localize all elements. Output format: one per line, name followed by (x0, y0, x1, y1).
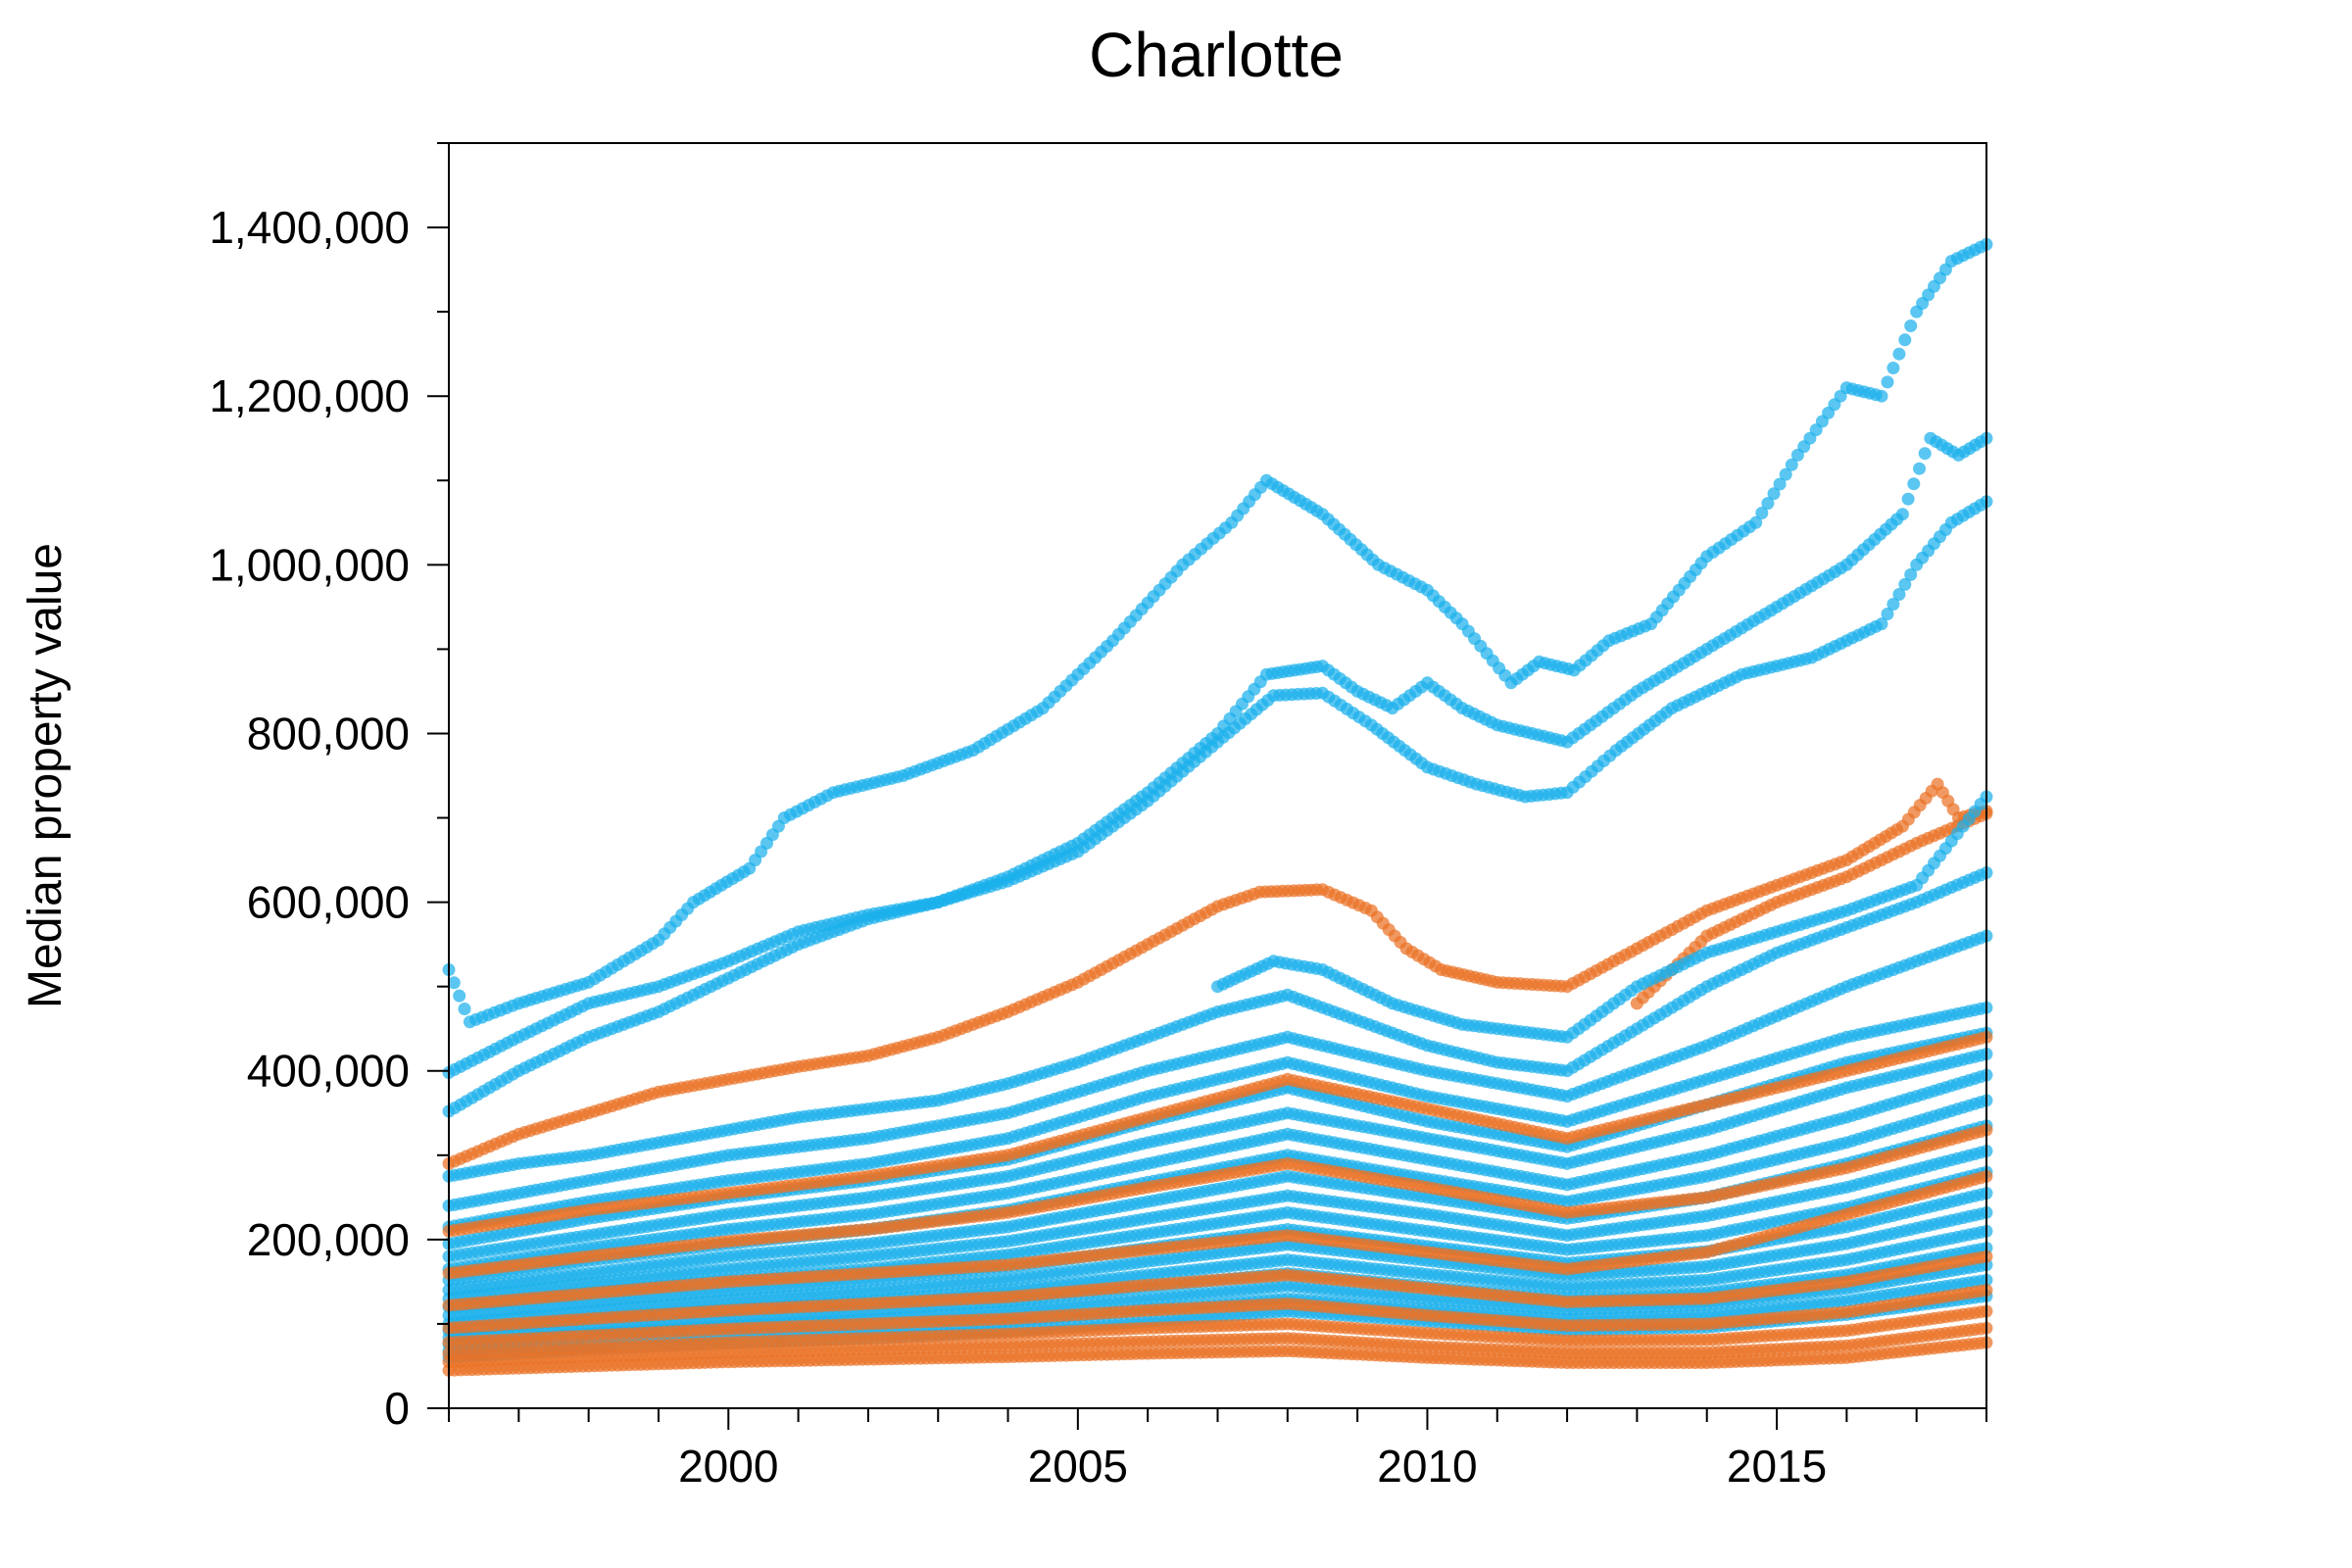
data-point (1749, 515, 1763, 529)
data-point (1898, 577, 1912, 591)
series-0-blue (442, 237, 1993, 1029)
chart-title: Charlotte (1089, 20, 1344, 90)
data-point (1892, 347, 1906, 361)
data-points-layer (442, 237, 1993, 1377)
data-point (1918, 447, 1932, 461)
data-point (1892, 588, 1906, 601)
data-point (1875, 389, 1888, 403)
data-point (1881, 375, 1894, 389)
series-3-orange (442, 777, 1993, 1170)
data-point (1904, 319, 1918, 332)
y-axis-label: Median property value (20, 543, 72, 1008)
data-point (1767, 487, 1781, 501)
data-point (1886, 598, 1900, 611)
series-4-orange (1630, 807, 1993, 1010)
data-point (1901, 492, 1915, 506)
data-point (1895, 508, 1909, 521)
data-point (1773, 477, 1787, 491)
data-point (1881, 608, 1894, 620)
data-point (453, 989, 466, 1003)
data-point (1886, 362, 1900, 374)
data-point (1761, 497, 1775, 511)
data-point (1785, 458, 1798, 471)
data-point (1875, 617, 1888, 631)
data-point (1913, 462, 1926, 475)
data-point (1779, 467, 1792, 481)
data-point (1755, 507, 1769, 519)
data-point (1898, 333, 1912, 347)
data-point (1904, 567, 1918, 581)
series-6-blue (442, 866, 1993, 1183)
series-2-blue (442, 495, 1993, 1118)
data-point (447, 976, 461, 990)
series-5-blue (1211, 790, 1993, 1044)
data-point (1907, 477, 1921, 491)
data-point (458, 1003, 471, 1015)
